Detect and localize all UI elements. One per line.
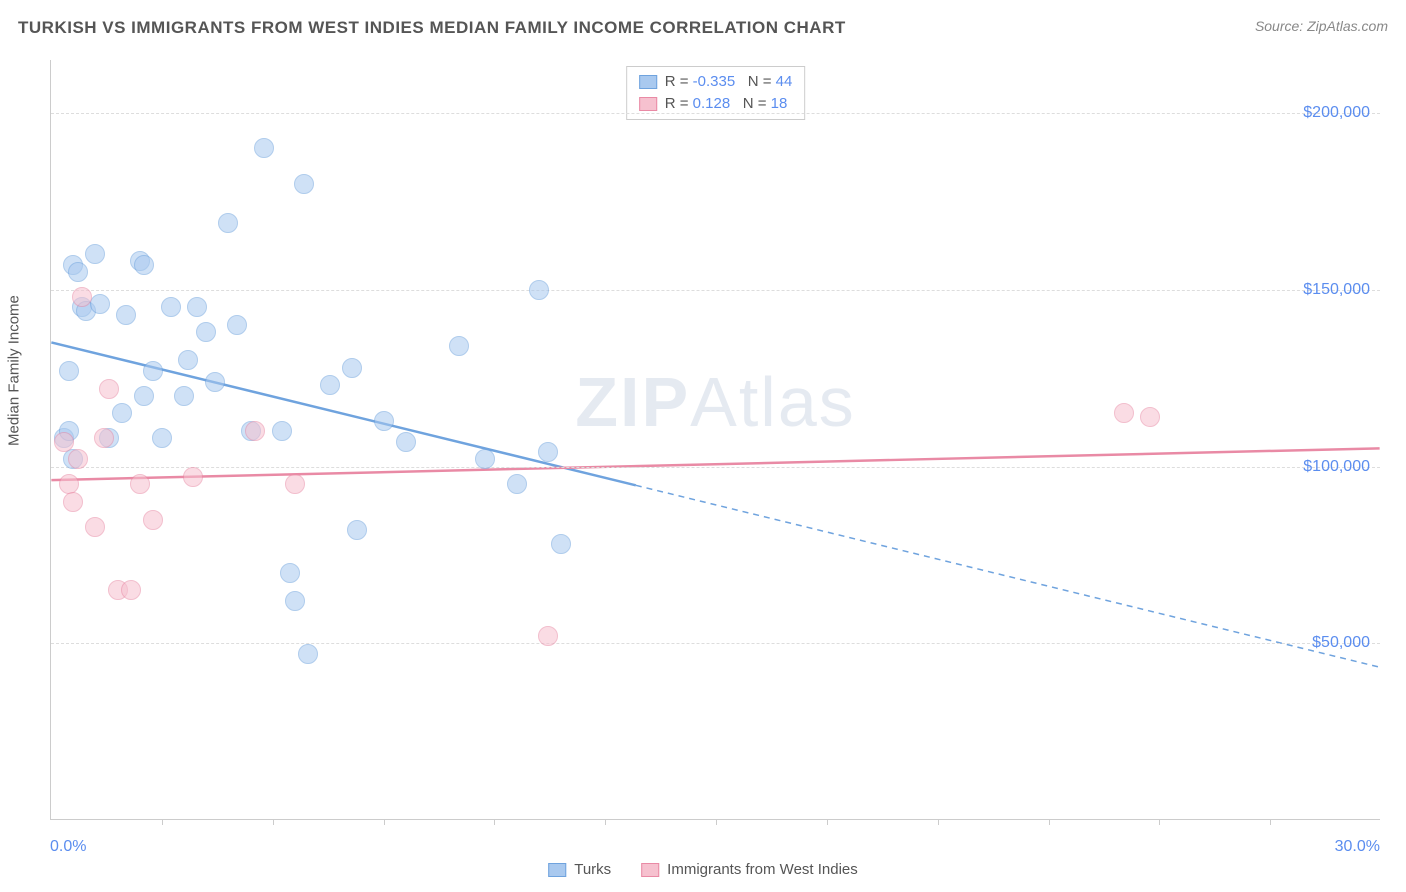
scatter-point	[294, 174, 314, 194]
scatter-point	[90, 294, 110, 314]
legend-row: R = -0.335 N = 44	[639, 71, 793, 93]
chart-container: TURKISH VS IMMIGRANTS FROM WEST INDIES M…	[0, 0, 1406, 892]
gridline	[51, 643, 1380, 644]
legend-swatch	[641, 863, 659, 877]
scatter-point	[121, 580, 141, 600]
scatter-point	[94, 428, 114, 448]
y-tick-label: $100,000	[1303, 458, 1370, 476]
source-attribution: Source: ZipAtlas.com	[1255, 18, 1388, 34]
x-tick	[1049, 819, 1050, 825]
scatter-point	[374, 411, 394, 431]
legend-swatch	[548, 863, 566, 877]
legend-swatch	[639, 75, 657, 89]
scatter-point	[59, 474, 79, 494]
scatter-point	[143, 361, 163, 381]
gridline	[51, 467, 1380, 468]
scatter-point	[396, 432, 416, 452]
scatter-point	[342, 358, 362, 378]
series-legend-label: Immigrants from West Indies	[667, 861, 858, 878]
chart-title: TURKISH VS IMMIGRANTS FROM WEST INDIES M…	[18, 18, 846, 38]
scatter-point	[183, 467, 203, 487]
scatter-point	[68, 262, 88, 282]
y-tick-label: $150,000	[1303, 281, 1370, 299]
x-tick	[1270, 819, 1271, 825]
scatter-point	[320, 375, 340, 395]
scatter-point	[54, 432, 74, 452]
scatter-point	[227, 315, 247, 335]
y-tick-label: $200,000	[1303, 104, 1370, 122]
legend-text: R = -0.335 N = 44	[665, 71, 793, 93]
scatter-point	[254, 138, 274, 158]
watermark-bold: ZIP	[575, 363, 690, 441]
scatter-point	[298, 644, 318, 664]
scatter-point	[280, 563, 300, 583]
scatter-point	[1114, 403, 1134, 423]
correlation-legend: R = -0.335 N = 44R = 0.128 N = 18	[626, 66, 806, 120]
series-legend-label: Turks	[574, 861, 611, 878]
trend-line-solid	[51, 448, 1379, 480]
scatter-point	[551, 534, 571, 554]
scatter-point	[538, 442, 558, 462]
scatter-point	[187, 297, 207, 317]
scatter-point	[134, 386, 154, 406]
x-tick	[494, 819, 495, 825]
scatter-point	[63, 492, 83, 512]
plot-area: ZIPAtlas R = -0.335 N = 44R = 0.128 N = …	[50, 60, 1380, 820]
y-axis-label: Median Family Income	[6, 295, 23, 446]
scatter-point	[134, 255, 154, 275]
scatter-point	[116, 305, 136, 325]
scatter-point	[285, 474, 305, 494]
scatter-point	[449, 336, 469, 356]
gridline	[51, 113, 1380, 114]
scatter-point	[99, 379, 119, 399]
scatter-point	[68, 449, 88, 469]
scatter-point	[85, 244, 105, 264]
x-tick	[162, 819, 163, 825]
trend-line-dashed	[636, 485, 1380, 667]
scatter-point	[538, 626, 558, 646]
legend-text: R = 0.128 N = 18	[665, 93, 788, 115]
x-tick	[938, 819, 939, 825]
x-tick	[1159, 819, 1160, 825]
scatter-point	[347, 520, 367, 540]
scatter-point	[178, 350, 198, 370]
scatter-point	[174, 386, 194, 406]
scatter-point	[1140, 407, 1160, 427]
scatter-point	[85, 517, 105, 537]
x-axis-max-label: 30.0%	[1335, 838, 1380, 856]
legend-row: R = 0.128 N = 18	[639, 93, 793, 115]
x-tick	[605, 819, 606, 825]
scatter-point	[507, 474, 527, 494]
scatter-point	[130, 474, 150, 494]
scatter-point	[196, 322, 216, 342]
scatter-point	[152, 428, 172, 448]
scatter-point	[475, 449, 495, 469]
x-tick	[384, 819, 385, 825]
legend-swatch	[639, 97, 657, 111]
x-tick	[716, 819, 717, 825]
scatter-point	[205, 372, 225, 392]
scatter-point	[143, 510, 163, 530]
watermark: ZIPAtlas	[575, 362, 856, 442]
scatter-point	[272, 421, 292, 441]
scatter-point	[285, 591, 305, 611]
watermark-thin: Atlas	[690, 363, 856, 441]
series-legend-item: Immigrants from West Indies	[641, 861, 858, 878]
scatter-point	[161, 297, 181, 317]
x-tick	[827, 819, 828, 825]
x-tick	[273, 819, 274, 825]
scatter-point	[112, 403, 132, 423]
scatter-point	[529, 280, 549, 300]
x-axis-min-label: 0.0%	[50, 838, 86, 856]
series-legend: Turks Immigrants from West Indies	[548, 861, 858, 878]
scatter-point	[59, 361, 79, 381]
gridline	[51, 290, 1380, 291]
scatter-point	[72, 287, 92, 307]
scatter-point	[218, 213, 238, 233]
y-tick-label: $50,000	[1312, 634, 1370, 652]
scatter-point	[245, 421, 265, 441]
series-legend-item: Turks	[548, 861, 611, 878]
